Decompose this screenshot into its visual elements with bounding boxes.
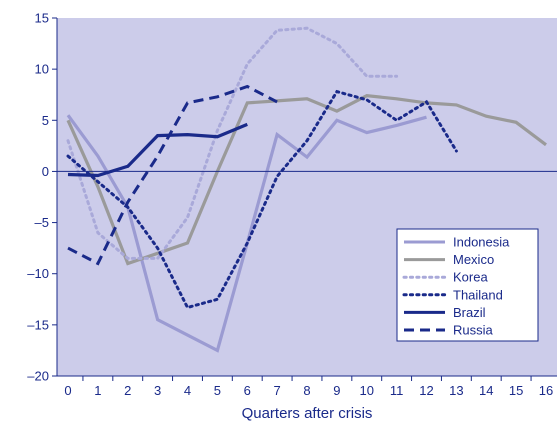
x-tick-label: 6 [244, 383, 251, 398]
y-tick-label: –15 [27, 317, 49, 332]
x-tick-label: 2 [124, 383, 131, 398]
x-tick-label: 9 [333, 383, 340, 398]
series-line-korea [66, 26, 399, 260]
x-tick-label: 3 [154, 383, 161, 398]
legend-label-brazil: Brazil [453, 305, 486, 320]
x-tick-label: 13 [449, 383, 463, 398]
x-tick-label: 11 [390, 383, 404, 398]
x-tick-label: 16 [539, 383, 553, 398]
y-tick-label: 5 [42, 113, 49, 128]
legend-label-mexico: Mexico [453, 252, 494, 267]
y-tick-label: –10 [27, 266, 49, 281]
y-tick-label: 0 [42, 164, 49, 179]
x-tick-label: 5 [214, 383, 221, 398]
y-tick-label: –20 [27, 369, 49, 384]
series-line-russia [67, 84, 278, 266]
x-tick-label: 4 [184, 383, 191, 398]
series-line-mexico [66, 94, 547, 266]
series-line-brazil [67, 122, 248, 178]
x-tick-label: 7 [274, 383, 281, 398]
legend-label-indonesia: Indonesia [453, 235, 510, 250]
x-tick-label: 15 [509, 383, 523, 398]
x-tick-label: 10 [360, 383, 374, 398]
x-tick-label: 1 [94, 383, 101, 398]
legend-label-korea: Korea [453, 270, 488, 285]
y-tick-label: 15 [35, 11, 49, 26]
legend: Indonesia Mexico Korea Thailand Brazil Russia [396, 228, 539, 342]
legend-label-thailand: Thailand [453, 287, 503, 302]
series-line-thailand [66, 89, 458, 310]
x-axis-title: Quarters after crisis [242, 405, 373, 422]
legend-label-russia: Russia [453, 323, 494, 338]
series-layer [66, 26, 547, 353]
y-tick-label: –5 [35, 215, 49, 230]
x-tick-label: 14 [479, 383, 493, 398]
y-tick-label: 10 [35, 62, 49, 77]
x-tick-label: 0 [64, 383, 71, 398]
x-tick-label: 8 [303, 383, 310, 398]
x-tick-label: 12 [419, 383, 433, 398]
legend-box [396, 228, 539, 342]
